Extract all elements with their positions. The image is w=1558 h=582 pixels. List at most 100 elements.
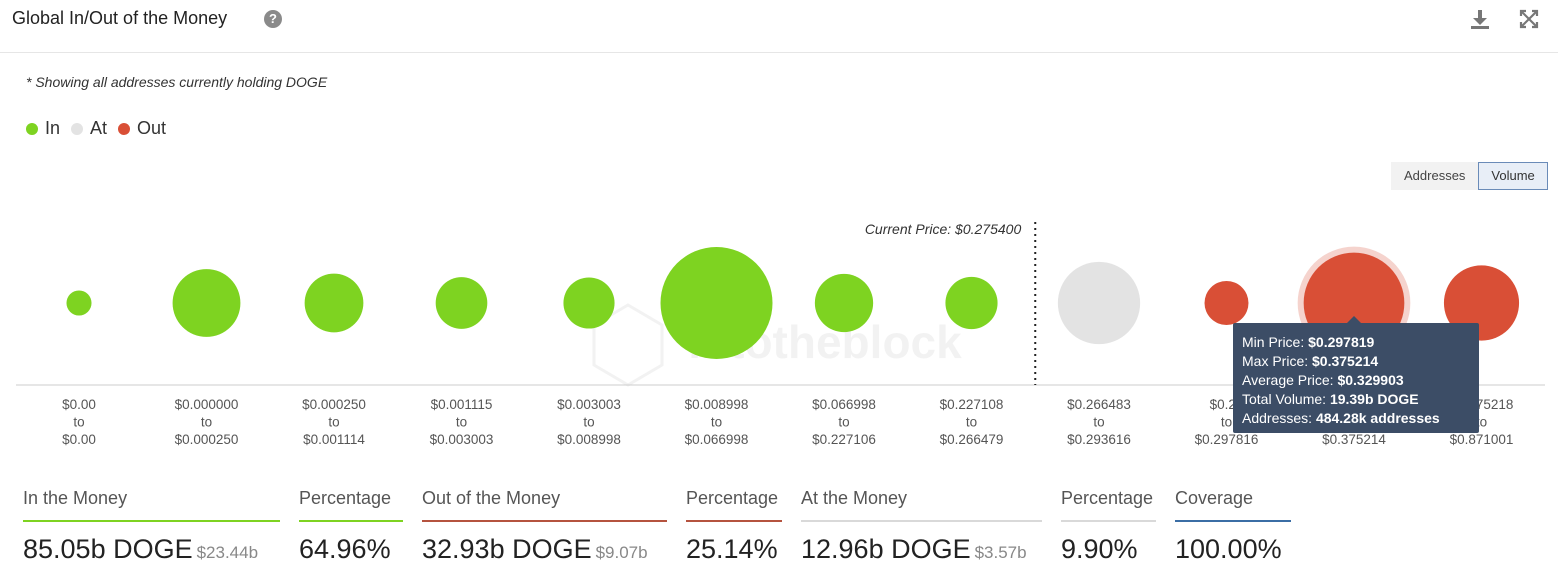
x-tick-label: to — [1093, 415, 1104, 430]
stat-value: 25.14% — [686, 534, 782, 565]
stat-main-value: 85.05b DOGE — [23, 534, 193, 564]
x-tick-label: $0.293616 — [1067, 432, 1131, 447]
stat-value: 100.00% — [1175, 534, 1291, 565]
stat-value: 64.96% — [299, 534, 403, 565]
help-icon[interactable]: ? — [264, 10, 282, 28]
x-tick-label: to — [201, 415, 212, 430]
bubble[interactable] — [563, 277, 615, 329]
stat-main-value: 25.14% — [686, 534, 778, 564]
x-tick-label: $0.008998 — [557, 432, 621, 447]
stat-label: Coverage — [1175, 488, 1254, 508]
current-price-label: Current Price: $0.275400 — [865, 221, 1022, 237]
x-tick-label: $0.000000 — [175, 397, 239, 412]
tooltip-row: Average Price: $0.329903 — [1242, 371, 1479, 390]
stat-underline — [1061, 520, 1156, 522]
stat-in-the-money: In the Money 85.05b DOGE $23.44b — [23, 488, 280, 565]
x-tick-label: $0.297816 — [1195, 432, 1259, 447]
note-text: * Showing all addresses currently holdin… — [26, 74, 328, 90]
bubble[interactable] — [1057, 261, 1141, 345]
stat-label: In the Money — [23, 488, 128, 508]
stat-main-value: 100.00% — [1175, 534, 1282, 564]
tooltip-label: Addresses: — [1242, 410, 1316, 426]
legend-dot — [118, 122, 131, 135]
stat-main-value: 32.93b DOGE — [422, 534, 592, 564]
stat-main-value: 64.96% — [299, 534, 391, 564]
x-tick-label: to — [1221, 415, 1232, 430]
view-toggle: Addresses Volume — [1391, 162, 1548, 190]
x-tick-label: to — [328, 415, 339, 430]
stat-main-value: 12.96b DOGE — [801, 534, 971, 564]
tooltip-value: 484.28k addresses — [1315, 410, 1440, 426]
x-tick-label: to — [73, 415, 84, 430]
legend-item-at[interactable]: At — [71, 118, 107, 139]
x-tick-label: $0.227108 — [940, 397, 1004, 412]
stat-coverage: Coverage 100.00% — [1175, 488, 1291, 565]
chart-header: Global In/Out of the Money ? — [0, 0, 1558, 53]
legend-label: In — [45, 118, 61, 138]
stat-percentage: Percentage 25.14% — [686, 488, 782, 565]
x-tick-label: $0.00 — [62, 432, 96, 447]
x-tick-label: $0.266483 — [1067, 397, 1131, 412]
legend-label: At — [90, 118, 108, 138]
stat-underline — [801, 520, 1042, 522]
legend-label: Out — [137, 118, 167, 138]
legend-item-out[interactable]: Out — [118, 118, 166, 139]
stat-label: At the Money — [801, 488, 908, 508]
expand-icon[interactable] — [1516, 6, 1542, 32]
tooltip-row: Max Price: $0.375214 — [1242, 352, 1479, 371]
stat-value: 85.05b DOGE $23.44b — [23, 534, 280, 565]
stat-label: Out of the Money — [422, 488, 561, 508]
tooltip-arrow — [1346, 316, 1362, 324]
x-tick-label: $0.266479 — [940, 432, 1004, 447]
x-tick-label: $0.003003 — [430, 432, 494, 447]
x-tick-label: $0.008998 — [685, 397, 749, 412]
x-tick-label: $0.227106 — [812, 432, 876, 447]
stat-at-the-money: At the Money 12.96b DOGE $3.57b — [801, 488, 1042, 565]
bubble[interactable] — [1204, 281, 1249, 325]
stat-out-of-the-money: Out of the Money 32.93b DOGE $9.07b — [422, 488, 667, 565]
stat-underline — [23, 520, 280, 522]
bubble[interactable] — [660, 247, 773, 359]
stat-usd-value: $23.44b — [196, 543, 259, 562]
legend-dot — [26, 122, 38, 135]
x-tick-label: to — [711, 415, 722, 430]
tooltip-label: Max Price: — [1242, 353, 1313, 369]
tooltip-row: Addresses: 484.28k addresses — [1242, 409, 1479, 428]
bubble[interactable] — [945, 276, 998, 330]
bubble[interactable] — [435, 277, 488, 329]
x-tick-label: to — [966, 415, 977, 430]
download-icon[interactable] — [1467, 6, 1493, 32]
stat-underline — [299, 520, 403, 522]
legend-item-in[interactable]: In — [26, 118, 60, 139]
volume-toggle-button[interactable]: Volume — [1478, 162, 1548, 190]
x-tick-label: $0.871001 — [1450, 432, 1514, 447]
stat-label: Percentage — [299, 488, 392, 508]
page-title: Global In/Out of the Money — [12, 8, 228, 28]
stat-percentage: Percentage 9.90% — [1061, 488, 1156, 565]
x-tick-label: $0.066998 — [812, 397, 876, 412]
stat-percentage: Percentage 64.96% — [299, 488, 403, 565]
stat-underline — [1175, 520, 1291, 522]
tooltip-row: Total Volume: 19.39b DOGE — [1242, 390, 1479, 409]
bubble[interactable] — [304, 273, 364, 333]
stat-underline — [422, 520, 667, 522]
legend: In At Out — [26, 118, 177, 139]
x-tick-label: to — [583, 415, 594, 430]
x-tick-label: $0.001115 — [431, 397, 493, 412]
stat-value: 9.90% — [1061, 534, 1156, 565]
bubble[interactable] — [814, 273, 874, 333]
x-tick-label: $0.000250 — [302, 397, 366, 412]
bubble[interactable] — [66, 290, 92, 316]
tooltip-value: $0.375214 — [1312, 353, 1379, 369]
stat-usd-value: $9.07b — [595, 543, 648, 562]
addresses-toggle-button[interactable]: Addresses — [1391, 162, 1479, 190]
legend-dot — [71, 122, 84, 135]
stat-label: Percentage — [686, 488, 779, 508]
stat-value: 32.93b DOGE $9.07b — [422, 534, 667, 565]
x-tick-label: $0.375214 — [1322, 432, 1386, 447]
bubble[interactable] — [172, 269, 241, 337]
tooltip-value: $0.297819 — [1308, 334, 1375, 350]
x-tick-label: $0.003003 — [557, 397, 621, 412]
bubble[interactable] — [1443, 265, 1520, 341]
stat-value: 12.96b DOGE $3.57b — [801, 534, 1042, 565]
